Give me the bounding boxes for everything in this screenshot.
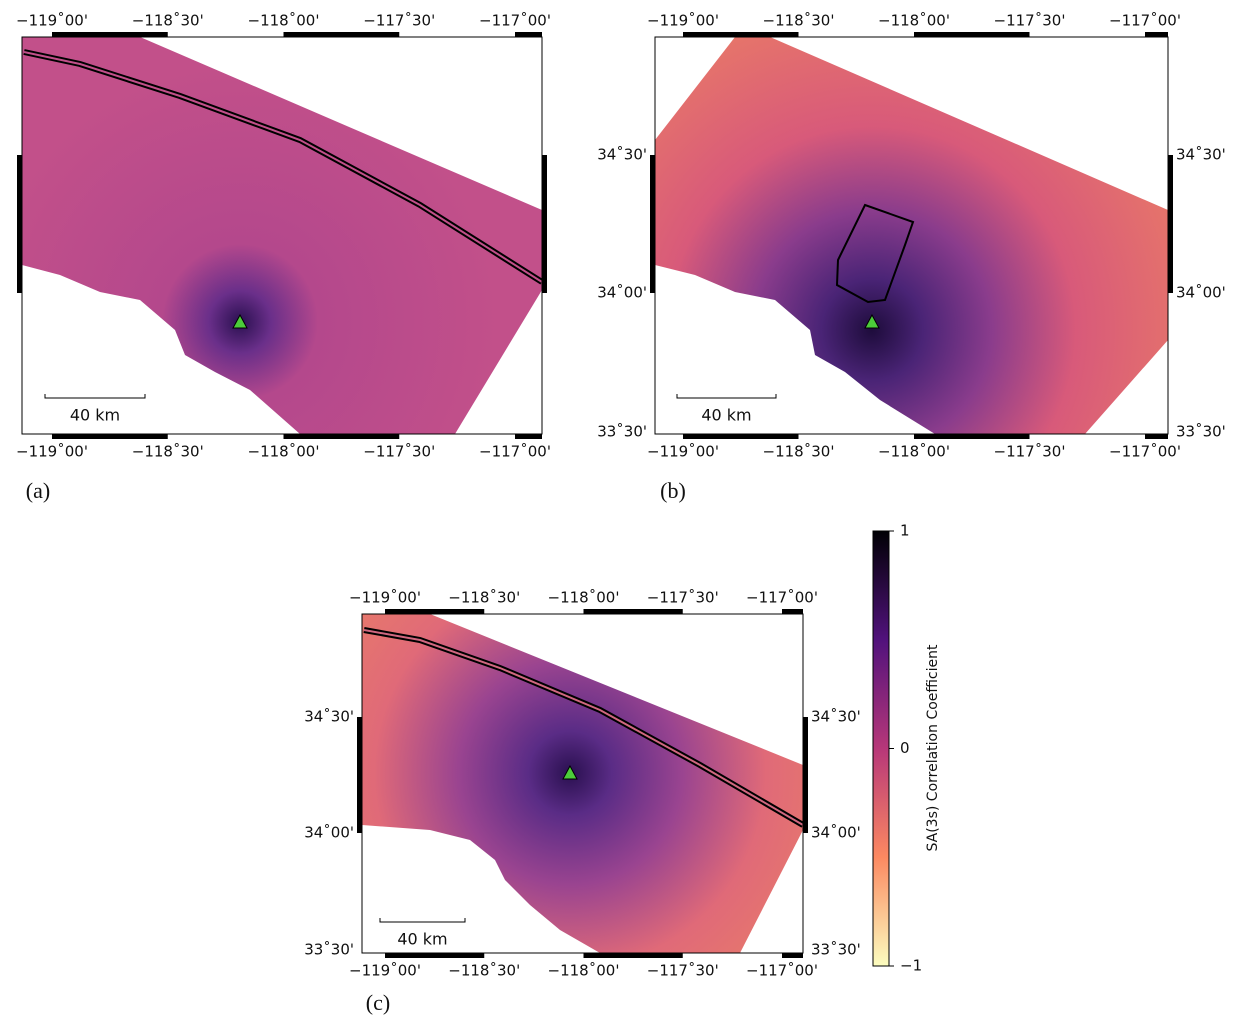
x-tick-label: −118˚00': [248, 12, 320, 30]
colorbar-tick-label: −1: [900, 957, 922, 975]
frame-bar: [1145, 32, 1168, 37]
scale-bar-label: 40 km: [397, 930, 447, 949]
frame-bar: [782, 609, 803, 614]
scale-bar-label: 40 km: [701, 406, 751, 425]
colorbar: [872, 530, 890, 967]
panel-label: (c): [366, 990, 390, 1015]
scale-bar: [44, 394, 146, 399]
map-area: [655, 37, 1168, 434]
y-tick-label: 33˚30': [811, 941, 861, 959]
frame-bar: [52, 434, 168, 439]
frame-bar: [17, 155, 22, 293]
x-tick-label: −117˚00': [479, 443, 551, 461]
x-tick-label: −118˚00': [548, 589, 620, 607]
y-tick-label: 34˚30': [597, 146, 647, 164]
x-tick-label: −118˚30': [763, 443, 835, 461]
map-area: [362, 614, 803, 953]
colorbar-tick-label: 0: [900, 739, 910, 757]
x-tick-label: −117˚30': [647, 962, 719, 980]
frame-bar: [357, 717, 362, 833]
panel-label: (a): [26, 478, 50, 503]
scale-bar-label: 40 km: [70, 406, 120, 425]
x-tick-label: −118˚30': [132, 443, 204, 461]
frame-bar: [283, 434, 400, 439]
frame-bar: [782, 953, 803, 958]
map-area: [22, 37, 542, 434]
fault-trace: [23, 51, 543, 283]
y-tick-label: 34˚30': [1176, 146, 1226, 164]
frame-bar: [52, 32, 168, 37]
frame-bar: [1145, 434, 1168, 439]
x-tick-label: −117˚30': [647, 589, 719, 607]
x-tick-label: −118˚00': [878, 12, 950, 30]
y-tick-label: 34˚30': [811, 708, 861, 726]
scale-bar: [379, 918, 466, 923]
panel-label: (b): [660, 478, 686, 503]
y-tick-label: 33˚30': [304, 941, 354, 959]
x-tick-label: −117˚30': [363, 12, 435, 30]
frame-bar: [803, 717, 808, 833]
x-tick-label: −117˚00': [1109, 12, 1181, 30]
x-tick-label: −119˚00': [647, 12, 719, 30]
x-tick-label: −118˚00': [878, 443, 950, 461]
y-tick-label: 33˚30': [1176, 423, 1226, 441]
x-tick-label: −117˚00': [479, 12, 551, 30]
frame-bar: [583, 953, 683, 958]
x-tick-label: −117˚00': [746, 589, 818, 607]
site-marker: [232, 313, 248, 329]
x-tick-label: −119˚00': [647, 443, 719, 461]
y-tick-label: 34˚00': [597, 284, 647, 302]
y-tick-label: 34˚30': [304, 708, 354, 726]
frame-bar: [515, 434, 542, 439]
frame-bar: [515, 32, 542, 37]
x-tick-label: −118˚00': [548, 962, 620, 980]
site-marker: [864, 313, 880, 329]
y-tick-label: 33˚30': [597, 423, 647, 441]
x-tick-label: −119˚00': [349, 589, 421, 607]
scale-bar: [676, 394, 777, 399]
fault-trace: [363, 629, 804, 826]
x-tick-label: −117˚30': [994, 443, 1066, 461]
x-tick-label: −118˚30': [132, 12, 204, 30]
colorbar-tick-label: 1: [900, 522, 910, 540]
frame-bar: [583, 609, 683, 614]
frame-bar: [1168, 155, 1173, 293]
x-tick-label: −118˚30': [763, 12, 835, 30]
rupture-outline: [835, 203, 915, 304]
colorbar-label: SA(3s) Correlation Coefficient: [925, 644, 941, 852]
frame-bar: [683, 32, 799, 37]
x-tick-label: −117˚30': [994, 12, 1066, 30]
y-tick-label: 34˚00': [1176, 284, 1226, 302]
x-tick-label: −117˚30': [363, 443, 435, 461]
frame-bar: [385, 953, 485, 958]
frame-bar: [283, 32, 400, 37]
y-tick-label: 34˚00': [811, 824, 861, 842]
x-tick-label: −118˚30': [448, 962, 520, 980]
x-tick-label: −118˚00': [248, 443, 320, 461]
y-tick-label: 34˚00': [304, 824, 354, 842]
x-tick-label: −119˚00': [16, 443, 88, 461]
x-tick-label: −117˚00': [746, 962, 818, 980]
frame-bar: [385, 609, 485, 614]
frame-bar: [650, 155, 655, 293]
frame-bar: [542, 155, 547, 293]
site-marker: [562, 764, 578, 780]
x-tick-label: −119˚00': [16, 12, 88, 30]
x-tick-label: −118˚30': [448, 589, 520, 607]
x-tick-label: −119˚00': [349, 962, 421, 980]
frame-bar: [683, 434, 799, 439]
frame-bar: [914, 434, 1030, 439]
x-tick-label: −117˚00': [1109, 443, 1181, 461]
frame-bar: [914, 32, 1030, 37]
